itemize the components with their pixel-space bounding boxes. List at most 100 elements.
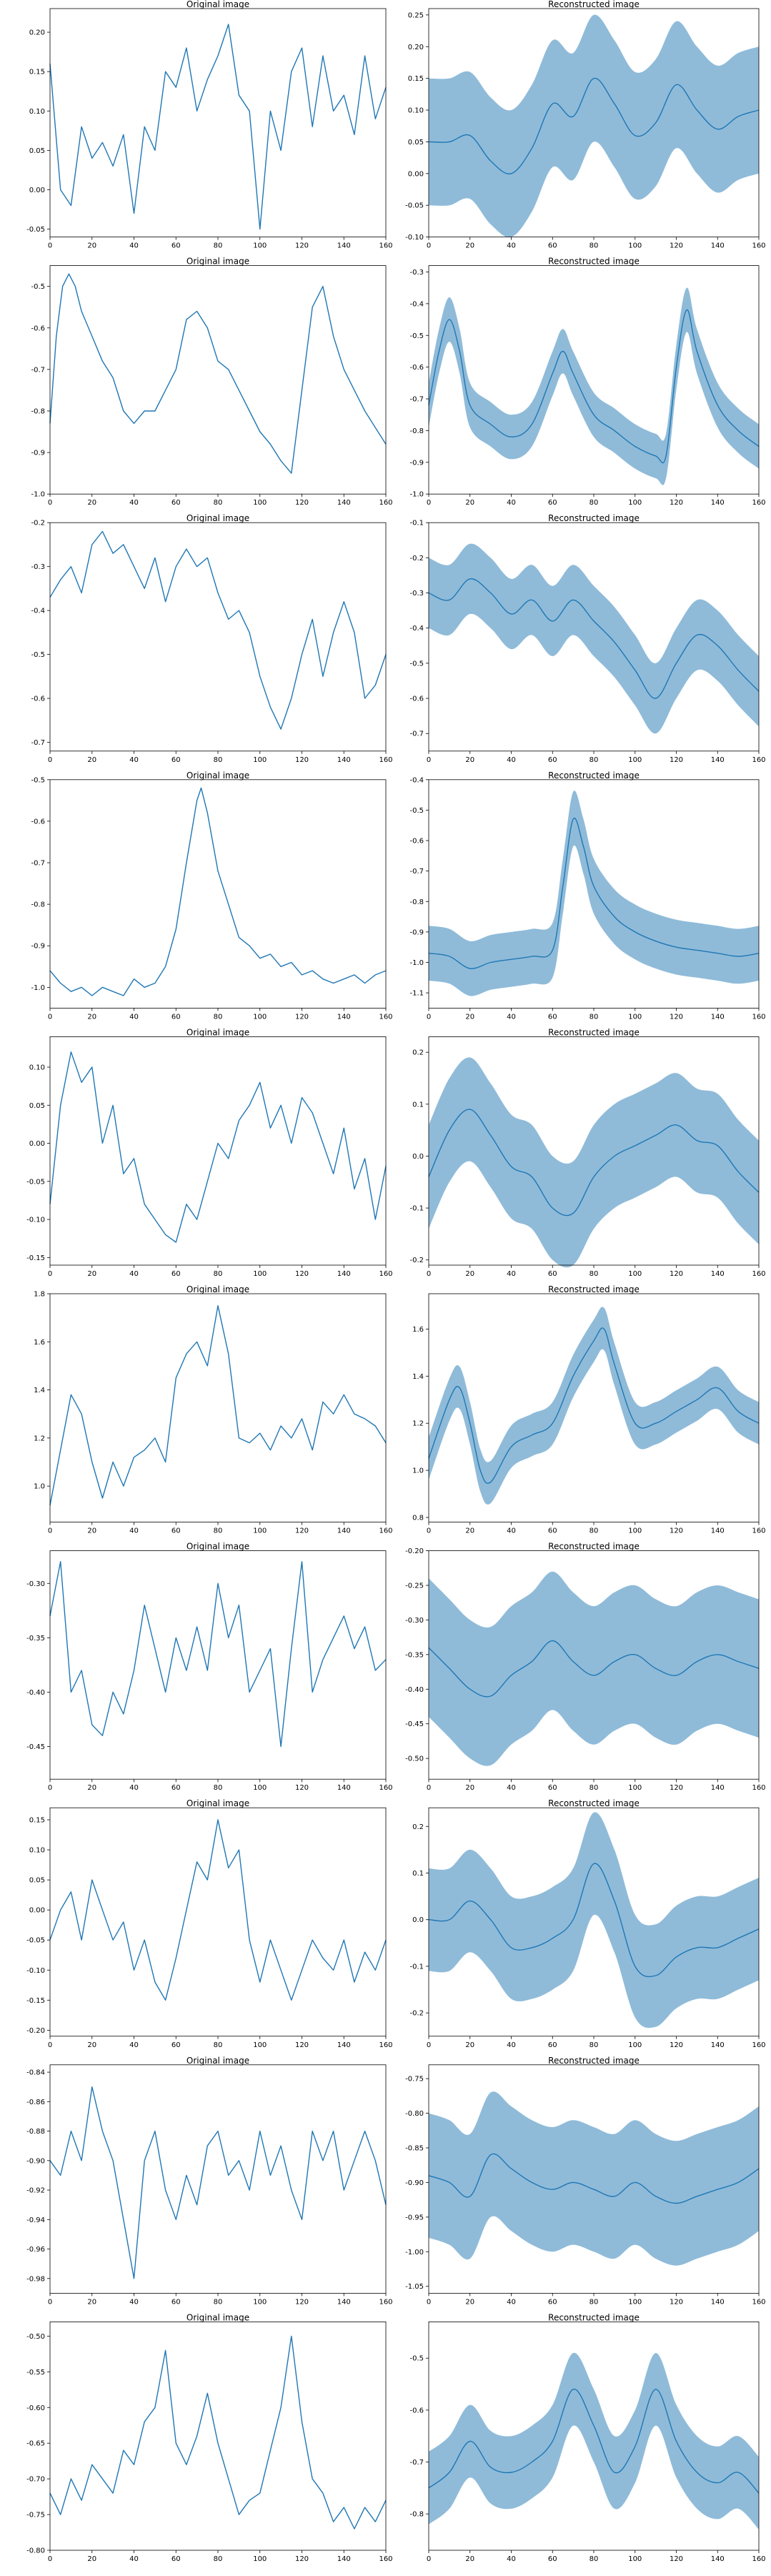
chart-3-original: 0 20 40 60 80 100 120 140 160 -0.7 -0.6 -0.5 -0.4 -0.… — [31, 513, 392, 764]
y-tick-label: -0.6 — [409, 838, 424, 846]
y-tick-label: 1.4 — [412, 1373, 424, 1381]
x-tick-label: 40 — [129, 1784, 139, 1792]
confidence-band — [429, 543, 759, 734]
x-tick-label: 100 — [628, 1784, 642, 1792]
x-tick-label: 120 — [670, 2041, 683, 2049]
x-tick-label: 160 — [752, 2555, 765, 2563]
y-tick-label: -0.20 — [26, 2027, 45, 2035]
x-tick-label: 160 — [379, 499, 392, 507]
y-tick-label: -0.7 — [31, 366, 45, 374]
y-tick-label: -0.5 — [409, 807, 424, 815]
mean-line — [428, 1640, 760, 1698]
confidence-band — [429, 1812, 759, 2028]
y-tick-label: -0.84 — [26, 2069, 45, 2077]
x-tick-label: 160 — [379, 1784, 392, 1792]
x-tick-label: 160 — [752, 499, 765, 507]
x-tick-label: 80 — [590, 756, 599, 764]
y-tick-label: 0.25 — [408, 11, 424, 19]
x-tick-label: 120 — [295, 2298, 309, 2306]
y-tick-label: -0.3 — [409, 590, 424, 598]
x-tick-label: 0 — [48, 1270, 52, 1278]
x-tick-label: 80 — [214, 1527, 223, 1535]
y-tick-label: 1.6 — [412, 1326, 424, 1334]
x-tick-label: 40 — [507, 2041, 516, 2049]
y-tick-label: -0.2 — [31, 520, 45, 527]
x-tick-label: 80 — [214, 2555, 223, 2563]
confidence-band — [429, 14, 759, 238]
x-tick-label: 60 — [548, 1784, 557, 1792]
x-tick-label: 40 — [507, 2298, 516, 2306]
confidence-band — [429, 1057, 759, 1268]
x-tick-label: 60 — [171, 2041, 181, 2049]
x-tick-label: 160 — [379, 2041, 392, 2049]
x-tick-label: 20 — [87, 1527, 96, 1535]
y-tick-label: -1.1 — [409, 990, 424, 998]
x-tick-label: 0 — [427, 2041, 431, 2049]
x-tick-label: 140 — [337, 499, 351, 507]
x-tick-label: 0 — [427, 242, 431, 250]
y-tick-label: 0.8 — [412, 1515, 424, 1522]
x-tick-label: 0 — [427, 1270, 431, 1278]
x-tick-label: 80 — [214, 1270, 223, 1278]
x-tick-label: 0 — [48, 2041, 52, 2049]
chart-1-original: 0 20 40 60 80 100 120 140 160 -0.05 0.00 0.05 0.10 0.… — [26, 0, 392, 250]
x-tick-label: 60 — [548, 499, 557, 507]
x-tick-label: 0 — [48, 1013, 52, 1021]
mean-line — [428, 2153, 760, 2204]
y-tick-label: -0.10 — [405, 234, 424, 242]
x-tick-label: 40 — [129, 242, 139, 250]
x-tick-label: 140 — [711, 2298, 725, 2306]
y-tick-label: -0.30 — [26, 1580, 45, 1588]
y-tick-label: -1.05 — [405, 2283, 424, 2291]
chart-5-reconstructed: 0 20 40 60 80 100 120 140 160 -0.2 -0.1 0.0 0.1 0.2 Re… — [409, 1027, 765, 1278]
y-tick-label: 0.2 — [412, 1823, 424, 1831]
x-tick-label: 160 — [379, 756, 392, 764]
x-tick-label: 120 — [295, 2555, 309, 2563]
y-tick-label: -0.7 — [409, 396, 424, 404]
x-tick-label: 120 — [295, 499, 309, 507]
x-tick-label: 20 — [87, 2041, 96, 2049]
x-tick-label: 0 — [48, 499, 52, 507]
chart-title: Original image — [186, 1798, 249, 1808]
y-tick-label: 0.00 — [29, 1907, 45, 1915]
x-tick-label: 160 — [379, 2298, 392, 2306]
y-tick-label: -0.7 — [409, 868, 424, 876]
x-tick-label: 80 — [214, 1784, 223, 1792]
chart-title: Reconstructed image — [548, 1027, 640, 1037]
chart-title: Original image — [186, 771, 249, 781]
y-tick-label: 0.00 — [29, 187, 45, 194]
chart-2-original: 0 20 40 60 80 100 120 140 160 -1.0 -0.9 -0.8 -0.7 -0.… — [31, 257, 392, 507]
y-tick-label: 1.8 — [34, 1291, 45, 1299]
x-tick-label: 0 — [427, 1784, 431, 1792]
chart-title: Original image — [186, 2312, 249, 2322]
chart-title: Reconstructed image — [548, 2056, 640, 2066]
x-tick-label: 100 — [253, 1270, 267, 1278]
x-tick-label: 140 — [711, 1527, 725, 1535]
y-tick-label: 0.15 — [29, 1817, 45, 1825]
x-tick-label: 140 — [337, 1784, 351, 1792]
x-tick-label: 160 — [752, 2041, 765, 2049]
y-tick-label: 0.10 — [29, 108, 45, 116]
x-tick-label: 160 — [752, 2298, 765, 2306]
x-tick-label: 140 — [711, 499, 725, 507]
x-tick-label: 40 — [129, 2298, 139, 2306]
y-tick-label: 0.10 — [29, 1847, 45, 1855]
mean-line — [428, 578, 760, 699]
y-tick-label: -0.9 — [409, 459, 424, 467]
y-tick-label: -0.8 — [31, 407, 45, 415]
x-tick-label: 0 — [427, 1013, 431, 1021]
y-tick-label: -0.5 — [409, 2355, 424, 2363]
x-tick-label: 100 — [628, 1270, 642, 1278]
y-tick-label: -0.30 — [405, 1617, 424, 1625]
x-tick-label: 60 — [171, 499, 181, 507]
y-tick-label: -0.86 — [26, 2099, 45, 2106]
chart-title: Reconstructed image — [548, 513, 640, 523]
chart-7-original: 0 20 40 60 80 100 120 140 160 -0.45 -0.40 -0.35 -0.3… — [26, 1542, 392, 1793]
x-tick-label: 80 — [590, 1527, 599, 1535]
x-tick-label: 0 — [48, 2555, 52, 2563]
x-tick-label: 140 — [337, 1013, 351, 1021]
x-tick-label: 0 — [48, 242, 52, 250]
x-tick-label: 80 — [590, 2041, 599, 2049]
confidence-band — [429, 791, 759, 996]
x-tick-label: 20 — [465, 1784, 474, 1792]
